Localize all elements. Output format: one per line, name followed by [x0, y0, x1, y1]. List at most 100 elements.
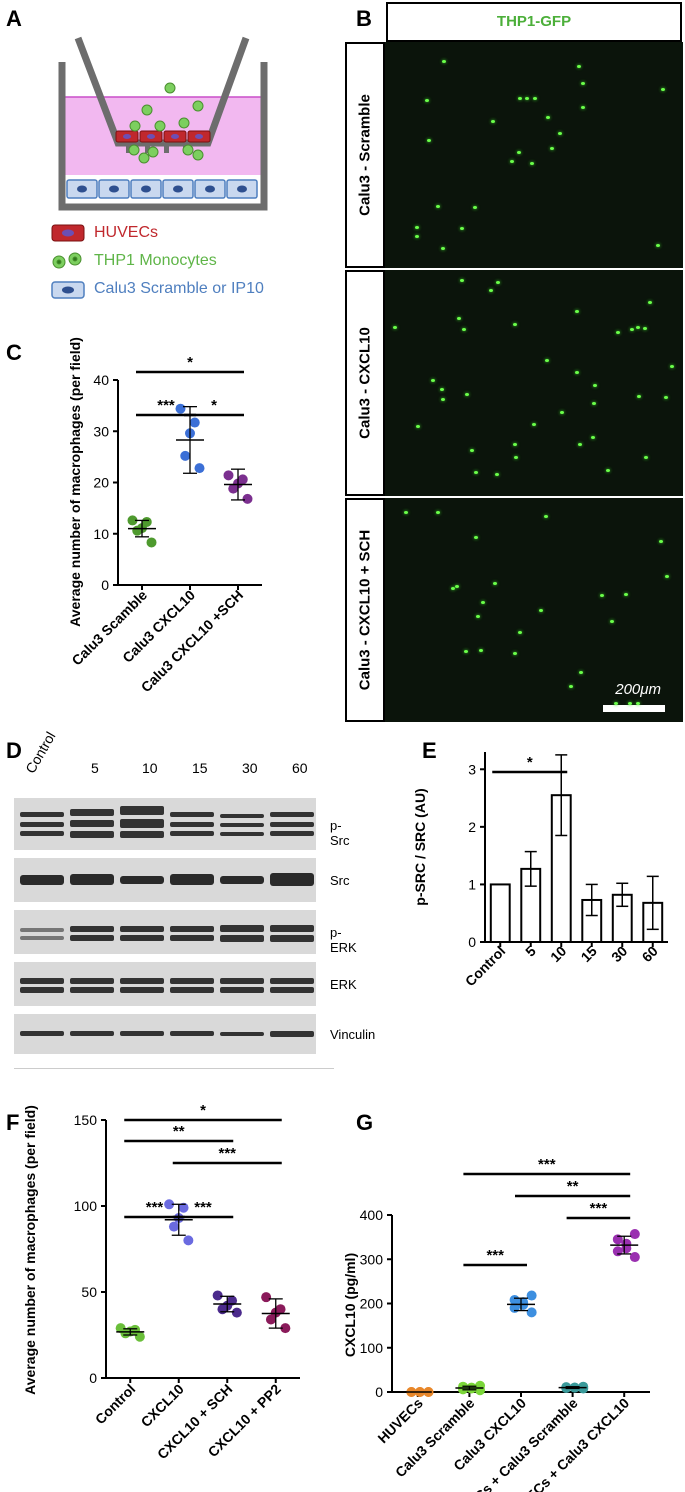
gfp-cell [435, 511, 440, 514]
band-label: ERK [330, 977, 357, 992]
f-significance-label: *** [194, 1199, 212, 1216]
row-label-box: Calu3 - CXCL10 [345, 270, 385, 496]
lane-label: 5 [91, 760, 99, 776]
gfp-cell [647, 300, 652, 304]
gfp-cell [462, 328, 467, 332]
panel-label-e: E [422, 738, 437, 763]
gfp-cell [440, 397, 445, 401]
gfp-cell [473, 471, 478, 475]
gfp-cell [628, 701, 633, 705]
c-y-tick-label: 30 [93, 423, 109, 439]
gfp-cell [670, 365, 675, 369]
gfp-cell [606, 468, 611, 472]
legend-huvecs: HUVECs [94, 224, 159, 241]
c-data-point [223, 470, 234, 481]
gfp-cell [494, 473, 499, 477]
f-y-tick-label: 100 [74, 1198, 98, 1214]
band-label: p-Src [330, 818, 350, 848]
f-data-point [164, 1199, 175, 1210]
western-blot: Control 5 10 15 30 60 p-Src Src [14, 729, 357, 1020]
g-y-tick-label: 0 [375, 1384, 383, 1400]
c-significance-label: * [211, 397, 217, 414]
f-y-tick-label: 150 [74, 1112, 98, 1128]
gfp-cell [629, 328, 634, 332]
e-y-tick-label: 1 [468, 876, 476, 892]
gfp-cell [475, 614, 480, 618]
micrograph-cxcl10 [385, 270, 683, 496]
scale-bar [603, 705, 665, 712]
gfp-cell [532, 97, 537, 100]
gfp-cell [592, 383, 597, 387]
gfp-cell [415, 235, 420, 239]
gfp-cell [495, 280, 500, 284]
f-y-axis-label: Average number of macrophages (per field… [22, 1105, 38, 1395]
f-data-point [231, 1307, 242, 1318]
micro-row-cxcl10-sch: Calu3 - CXCL10 + SCH 200μm [345, 498, 683, 722]
g-data-point [526, 1307, 537, 1318]
micrograph-cxcl10-sch: 200μm [385, 498, 683, 722]
g-data-point [526, 1290, 537, 1301]
legend-thp1: THP1 Monocytes [94, 252, 217, 269]
gfp-cell [510, 160, 515, 164]
gfp-cell [426, 138, 431, 142]
e-y-tick-label: 2 [468, 819, 476, 835]
gfp-cell [600, 593, 605, 597]
gfp-cell [574, 370, 579, 374]
c-significance-label: * [187, 354, 193, 371]
blot-perk [14, 910, 316, 954]
lane-labels: Control 5 10 15 30 60 [14, 729, 334, 800]
band-label: Vinculin [330, 1027, 376, 1042]
gfp-cell [664, 574, 669, 578]
c-y-tick-label: 10 [93, 526, 109, 542]
g-y-axis-label: CXCL10 (pg/ml) [342, 1253, 358, 1357]
f-y-tick-label: 50 [81, 1284, 97, 1300]
gfp-cell [518, 630, 523, 634]
f-data-point [275, 1304, 286, 1315]
f-data-point [227, 1295, 238, 1306]
gfp-cell [539, 609, 544, 613]
micro-row-scramble: Calu3 - Scramble [345, 42, 683, 268]
g-significance-label: ** [567, 1178, 579, 1195]
g-y-tick-label: 100 [360, 1340, 384, 1356]
f-data-point [168, 1221, 179, 1232]
gfp-cell [616, 331, 621, 335]
gfp-cell [393, 326, 398, 330]
f-y-tick-label: 0 [89, 1370, 97, 1386]
gfp-cell [549, 147, 554, 151]
c-data-point [189, 417, 200, 428]
gfp-cell [493, 581, 498, 585]
scale-bar-label: 200μm [615, 681, 661, 698]
f-significance-label: ** [173, 1123, 185, 1140]
g-data-point [509, 1294, 520, 1305]
gfp-cell [474, 536, 479, 540]
legend-calu3: Calu3 Scramble or IP10 [94, 280, 264, 297]
f-data-point [115, 1323, 126, 1334]
gfp-cell [635, 701, 640, 705]
gfp-cell [524, 97, 529, 101]
e-x-tick-label: 30 [608, 943, 630, 965]
gfp-cell [623, 592, 628, 596]
c-data-point [180, 450, 191, 461]
blot-erk [14, 962, 316, 1006]
lane-label: 15 [192, 760, 208, 776]
e-x-tick-label: 15 [578, 943, 600, 965]
gfp-cell [472, 206, 477, 210]
gfp-cell [568, 685, 573, 689]
g-data-point [629, 1229, 640, 1240]
gfp-cell [660, 87, 665, 91]
panel-label-b: B [356, 6, 372, 31]
f-data-point [280, 1323, 291, 1334]
gfp-cell [643, 326, 648, 330]
micro-row-cxcl10: Calu3 - CXCL10 [345, 270, 683, 496]
gfp-cell [514, 456, 519, 460]
row-label-box: Calu3 - CXCL10 + SCH [345, 498, 385, 722]
thp1-gfp-header: THP1-GFP [386, 2, 682, 42]
c-y-tick-label: 0 [101, 577, 109, 593]
gfp-cell [655, 243, 660, 247]
gfp-cell [579, 670, 584, 674]
gfp-cell [512, 322, 517, 326]
gfp-cell [404, 510, 409, 514]
lane-label: 30 [242, 760, 258, 776]
e-y-tick-label: 3 [468, 761, 476, 777]
